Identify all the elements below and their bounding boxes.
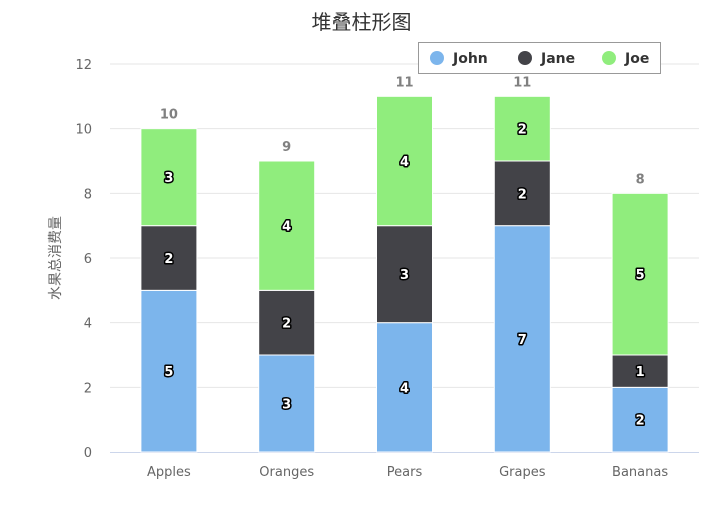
bar-segment-joe bbox=[493, 95, 551, 162]
data-label: 5 bbox=[636, 268, 645, 283]
y-axis-label: 水果总消费量 bbox=[48, 216, 64, 300]
data-label: 2 bbox=[518, 187, 527, 202]
x-tick-label: Bananas bbox=[612, 465, 668, 480]
total-label: 11 bbox=[395, 75, 413, 90]
data-label: 3 bbox=[282, 398, 291, 413]
legend-item-jane[interactable]: Jane bbox=[518, 51, 575, 67]
data-label: 4 bbox=[400, 381, 409, 396]
data-label: 3 bbox=[164, 171, 173, 186]
legend-item-john[interactable]: John bbox=[430, 51, 488, 67]
total-label: 8 bbox=[636, 172, 645, 187]
data-label: 2 bbox=[636, 414, 645, 429]
bar-segment-john bbox=[493, 225, 551, 453]
bar-segment-joe bbox=[140, 128, 198, 227]
bar-segment-john bbox=[376, 322, 433, 453]
y-tick-label: 8 bbox=[84, 187, 92, 202]
total-label: 10 bbox=[160, 108, 178, 123]
x-tick-label: Pears bbox=[387, 465, 423, 480]
data-label: 7 bbox=[518, 333, 527, 348]
y-tick-label: 12 bbox=[75, 58, 92, 73]
legend-marker bbox=[430, 51, 444, 65]
bar-segment-jane bbox=[258, 289, 316, 356]
legend-marker bbox=[518, 51, 532, 65]
bar-segment-joe bbox=[376, 95, 433, 227]
legend-marker bbox=[602, 51, 616, 65]
y-tick-label: 2 bbox=[84, 381, 92, 396]
y-tick-label: 4 bbox=[84, 317, 92, 332]
x-tick-label: Apples bbox=[147, 465, 191, 480]
legend-label: John bbox=[452, 51, 488, 67]
bar-segment-joe bbox=[258, 160, 316, 291]
y-tick-label: 0 bbox=[84, 446, 92, 461]
x-tick-label: Grapes bbox=[499, 465, 546, 480]
legend-label: Joe bbox=[624, 51, 649, 67]
legend-label: Jane bbox=[540, 51, 575, 67]
bar-segment-jane bbox=[376, 225, 433, 324]
legend: John Jane Joe bbox=[418, 42, 661, 74]
data-label: 3 bbox=[400, 268, 409, 283]
bar-segment-joe bbox=[611, 192, 669, 356]
legend-item-joe[interactable]: Joe bbox=[602, 51, 649, 67]
bar-segment-jane bbox=[140, 225, 198, 291]
y-tick-label: 6 bbox=[84, 252, 92, 267]
data-label: 1 bbox=[636, 365, 645, 380]
total-label: 11 bbox=[513, 75, 531, 90]
chart-title: 堆叠柱形图 bbox=[311, 10, 412, 34]
legend-box bbox=[418, 42, 661, 74]
bar-segment-john bbox=[611, 386, 669, 453]
bar-segment-john bbox=[258, 354, 316, 453]
data-label: 4 bbox=[282, 220, 291, 235]
data-label: 4 bbox=[400, 155, 409, 170]
data-label: 2 bbox=[282, 317, 291, 332]
total-label: 9 bbox=[282, 140, 291, 155]
bar-segment-jane bbox=[493, 160, 551, 227]
data-label: 2 bbox=[518, 123, 527, 138]
data-label: 5 bbox=[164, 365, 173, 380]
y-tick-label: 10 bbox=[75, 123, 92, 138]
data-label: 2 bbox=[164, 252, 173, 267]
x-tick-label: Oranges bbox=[259, 465, 314, 480]
